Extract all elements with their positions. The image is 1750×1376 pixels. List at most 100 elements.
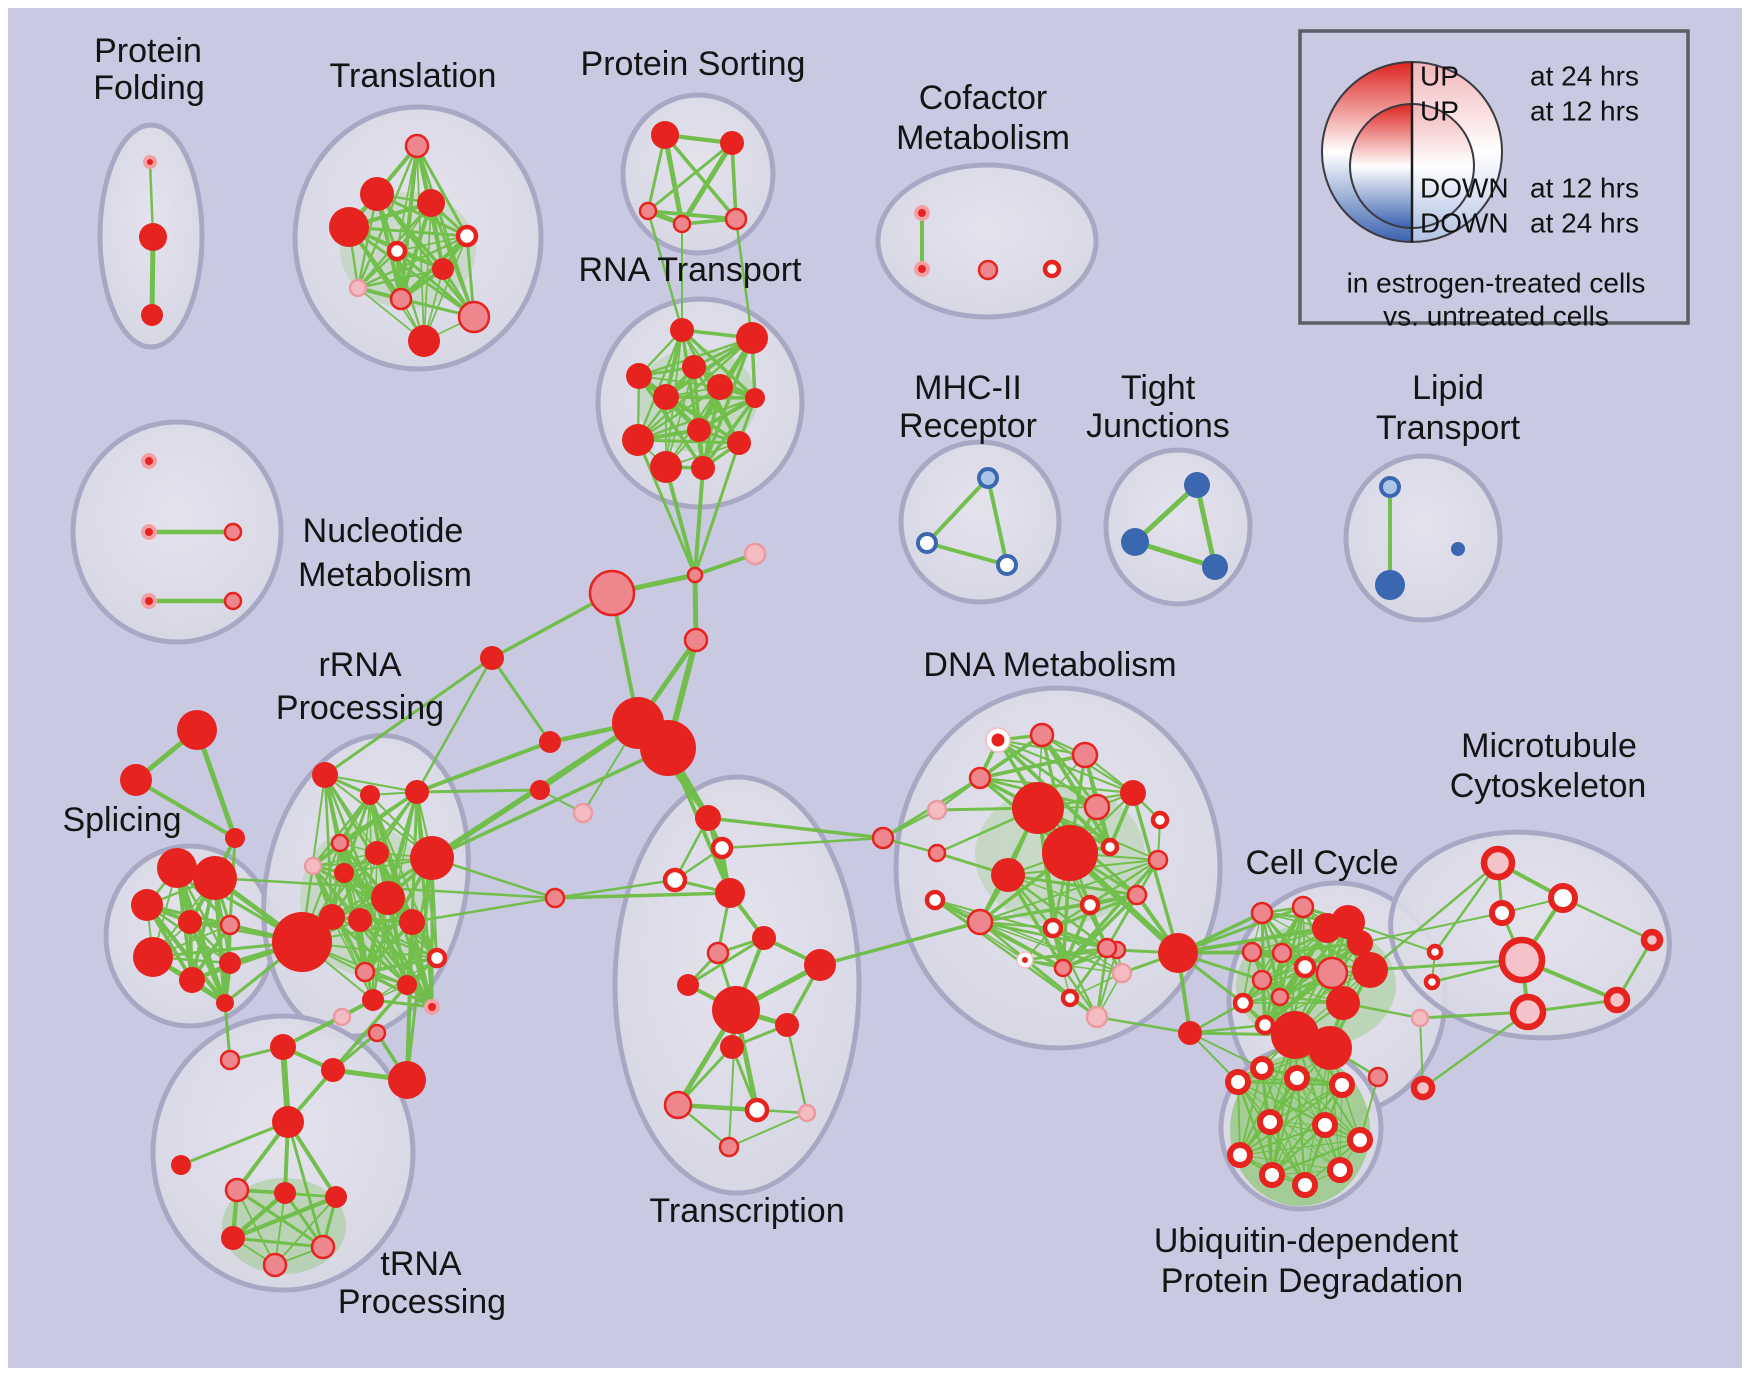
cluster-lipid-transport-label-line-0: Lipid bbox=[1412, 369, 1484, 407]
edge bbox=[358, 918, 434, 1009]
node-lp3 bbox=[1451, 542, 1465, 556]
node-x12 bbox=[720, 1035, 744, 1059]
edge bbox=[978, 776, 1135, 795]
node-d1 bbox=[985, 727, 1011, 753]
edge bbox=[680, 328, 757, 400]
node-u5 bbox=[1257, 1109, 1283, 1135]
node-rt6 bbox=[707, 374, 733, 400]
node-r13 bbox=[426, 947, 448, 969]
node-cc1 bbox=[1250, 901, 1274, 925]
node-u6 bbox=[1312, 1112, 1338, 1138]
legend-wheel-inner-saturated bbox=[1350, 104, 1412, 228]
node-cc8 bbox=[1293, 955, 1317, 979]
node-cc11 bbox=[1251, 969, 1273, 991]
node-t9 bbox=[389, 287, 413, 311]
cluster-protein-folding-label-line-1: Folding bbox=[93, 69, 205, 107]
legend-row-up-24-time: at 24 hrs bbox=[1530, 60, 1639, 91]
node-pf2 bbox=[139, 223, 167, 251]
node-x6 bbox=[752, 926, 776, 950]
cluster-transcription-label-line-0: Transcription bbox=[649, 1192, 844, 1230]
edge bbox=[665, 366, 695, 468]
cluster-nucleotide-metabolism-label-line-0: Nucleotide bbox=[303, 512, 464, 550]
legend-row-down-12-direction: DOWN bbox=[1420, 172, 1509, 203]
node-a1 bbox=[177, 710, 217, 750]
node-r15 bbox=[397, 975, 417, 995]
legend-row-down-24-time: at 24 hrs bbox=[1530, 207, 1639, 238]
node-n4 bbox=[141, 593, 157, 609]
node-mt1 bbox=[1480, 845, 1516, 881]
edge bbox=[663, 133, 738, 221]
node-r3 bbox=[405, 780, 429, 804]
edge bbox=[1269, 1121, 1341, 1171]
node-rt9 bbox=[687, 418, 711, 442]
node-mw1 bbox=[1426, 943, 1444, 961]
edge bbox=[311, 790, 419, 868]
edge bbox=[978, 920, 1109, 950]
node-ccb1 bbox=[1158, 933, 1198, 973]
edge bbox=[410, 896, 557, 924]
node-u11 bbox=[1327, 1157, 1353, 1183]
edge bbox=[1040, 733, 1112, 849]
cluster-lipid-transport-ellipse bbox=[1343, 453, 1503, 623]
cluster-cofactor-metabolism-label-line-0: Cofactor bbox=[919, 79, 1048, 117]
node-d11 bbox=[991, 858, 1025, 892]
node-cf3 bbox=[977, 259, 999, 281]
edge bbox=[1294, 1034, 1306, 1186]
edge bbox=[979, 921, 1123, 974]
edge bbox=[1052, 927, 1123, 974]
edge bbox=[1006, 873, 1065, 970]
node-b2 bbox=[530, 780, 550, 800]
node-u3 bbox=[1284, 1065, 1310, 1091]
edge bbox=[1239, 1154, 1341, 1171]
edge bbox=[405, 856, 434, 1082]
node-d3 bbox=[1071, 741, 1099, 769]
edge bbox=[1061, 858, 1160, 970]
edge bbox=[646, 209, 738, 221]
edge bbox=[1296, 1077, 1361, 1141]
node-m1 bbox=[977, 467, 999, 489]
node-cc2 bbox=[1291, 895, 1315, 919]
node-ccb2 bbox=[1178, 1021, 1202, 1045]
edge bbox=[323, 656, 494, 777]
node-rt1 bbox=[670, 318, 694, 342]
node-h2 bbox=[640, 720, 696, 776]
node-d5 bbox=[1120, 780, 1146, 806]
node-d13 bbox=[1147, 849, 1169, 871]
legend-row-down-24-direction: DOWN bbox=[1420, 207, 1509, 238]
edge bbox=[706, 816, 885, 840]
node-m2 bbox=[916, 532, 938, 554]
node-t7 bbox=[432, 258, 454, 280]
node-th4 bbox=[221, 1226, 245, 1250]
node-d2 bbox=[1029, 722, 1055, 748]
cluster-rrna-processing-label-line-1: Processing bbox=[276, 689, 444, 727]
node-tj1 bbox=[1184, 472, 1210, 498]
edge bbox=[396, 235, 468, 252]
cluster-trna-processing-ellipse bbox=[150, 1013, 416, 1293]
node-rt3 bbox=[626, 363, 652, 389]
edge bbox=[1263, 951, 1284, 1027]
edge bbox=[636, 328, 684, 442]
node-s1 bbox=[157, 848, 197, 888]
node-d18 bbox=[1079, 894, 1101, 916]
cluster-tight-junctions-ellipse bbox=[1103, 447, 1253, 607]
edge bbox=[145, 903, 232, 965]
node-r11 bbox=[348, 908, 372, 932]
node-tr3 bbox=[219, 1049, 241, 1071]
node-mt7 bbox=[1640, 928, 1664, 952]
edge bbox=[662, 132, 685, 227]
edge bbox=[646, 141, 734, 213]
edge bbox=[637, 374, 705, 470]
node-t8 bbox=[348, 278, 368, 298]
cluster-splicing-label-line-0: Splicing bbox=[62, 801, 181, 839]
node-cf1 bbox=[914, 205, 930, 221]
cluster-microtubule-cytoskeleton-label-line-1: Cytoskeleton bbox=[1450, 767, 1647, 805]
legend-row-up-24-direction: UP bbox=[1420, 60, 1459, 91]
node-t10 bbox=[457, 300, 491, 334]
cluster-trna-processing-label-line-1: Processing bbox=[338, 1283, 506, 1321]
edge bbox=[359, 919, 374, 1001]
edge bbox=[347, 225, 476, 319]
edge bbox=[410, 920, 434, 1009]
cluster-translation-label-line-0: Translation bbox=[330, 57, 497, 95]
